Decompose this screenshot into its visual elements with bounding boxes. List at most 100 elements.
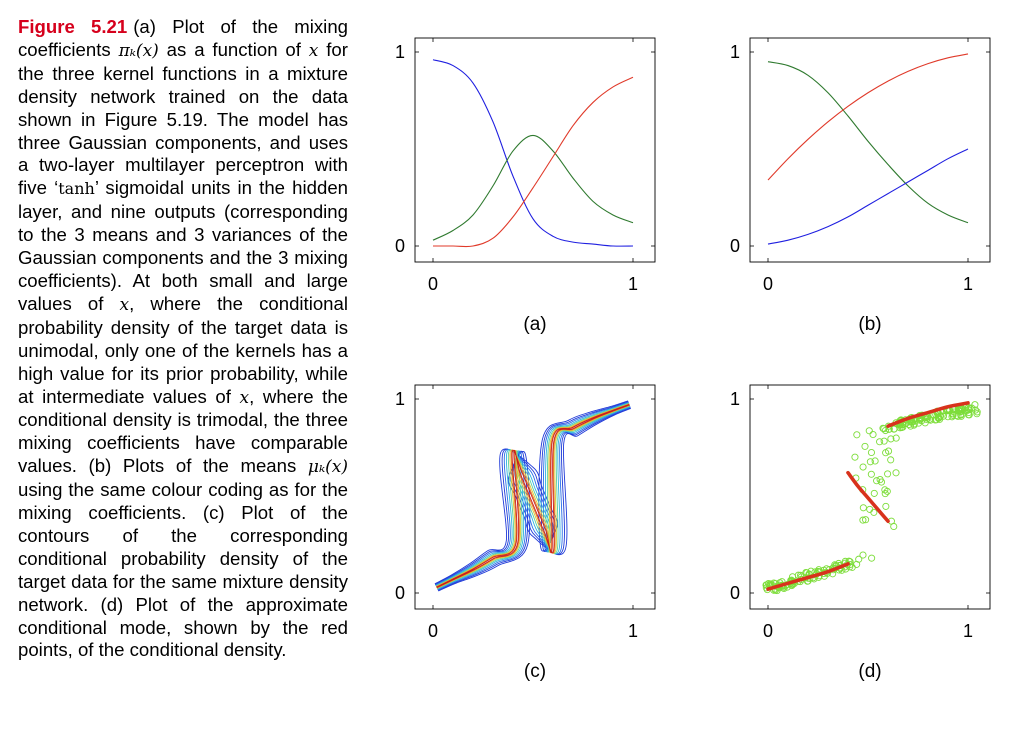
data-point (910, 420, 918, 428)
caption-math: tanh (58, 179, 95, 199)
data-point (885, 447, 893, 455)
contour-level (436, 403, 630, 589)
caption-math: μₖ(x) (307, 457, 348, 478)
panel-label: (a) (523, 314, 546, 335)
data-point (789, 573, 797, 581)
caption-math: x (239, 387, 250, 408)
data-point (882, 502, 890, 510)
data-point (934, 414, 942, 422)
data-point (957, 412, 965, 420)
data-point (870, 489, 878, 497)
x-tick-label: 0 (428, 274, 438, 294)
panel-label: (b) (858, 314, 881, 335)
contour-level (435, 401, 631, 591)
data-point (876, 476, 884, 484)
x-tick-label: 1 (628, 621, 638, 641)
panel-label: (c) (524, 661, 546, 682)
y-tick-label: 1 (395, 389, 405, 409)
contour-level (434, 400, 631, 592)
caption-text: , where the conditional probability dens… (18, 292, 348, 407)
data-point (968, 404, 976, 412)
x-tick-label: 1 (963, 274, 973, 294)
data-point (887, 456, 895, 464)
series-line-blue (432, 59, 634, 247)
data-point (866, 505, 874, 513)
panel-label: (d) (858, 661, 881, 682)
caption-text: (a) Plot of the mixing coefficients (18, 16, 348, 60)
figure-label: Figure 5.21 (18, 16, 128, 37)
series-line-red (432, 76, 634, 248)
data-point (870, 508, 878, 516)
data-point (884, 470, 892, 478)
y-tick-label: 1 (730, 42, 740, 62)
panel-a: 0 1 0 1 (a) (395, 37, 656, 335)
data-point (957, 407, 965, 416)
data-point (851, 453, 859, 461)
data-point (927, 416, 935, 424)
data-point (880, 437, 888, 445)
caption-math: x (119, 294, 130, 315)
data-point (906, 422, 915, 430)
data-point (926, 415, 934, 423)
data-point (873, 477, 881, 485)
contour-level (435, 402, 631, 590)
panel-b: 0 1 0 1 (b) (730, 37, 991, 335)
data-point (869, 430, 877, 439)
data-point (890, 425, 898, 433)
data-point (867, 470, 875, 478)
figure-caption: Figure 5.21 (a) Plot of the mixing coeffi… (18, 16, 348, 662)
x-tick-label: 1 (963, 621, 973, 641)
axes-box (749, 384, 991, 610)
data-point (952, 411, 960, 419)
caption-text: as a function of (158, 38, 309, 60)
data-point (764, 580, 773, 588)
panel-d: 0 1 0 1 (d) (730, 384, 991, 682)
mode-curve (886, 401, 970, 428)
data-point (915, 419, 923, 427)
contour-level (434, 401, 631, 591)
data-point (892, 434, 900, 442)
x-tick-label: 0 (428, 621, 438, 641)
y-tick-label: 0 (730, 583, 740, 603)
axes-box (414, 37, 656, 263)
caption-body: (a) Plot of the mixing coefficients πₖ(x… (18, 16, 348, 660)
x-tick-label: 0 (763, 621, 773, 641)
data-point (859, 551, 867, 559)
y-tick-label: 0 (395, 583, 405, 603)
data-point (883, 487, 891, 495)
contour-level (435, 402, 631, 590)
caption-text: for the three kernel functions in a mixt… (18, 38, 348, 199)
data-point (861, 442, 869, 450)
data-point (887, 435, 895, 443)
mode-curve (846, 470, 890, 524)
data-point (859, 504, 867, 512)
mode-curve (766, 562, 850, 591)
series-line-green (432, 134, 634, 241)
data-point (973, 410, 981, 418)
data-point (871, 457, 879, 465)
data-point (866, 458, 874, 466)
data-point (855, 555, 863, 563)
caption-text: using the same colour coding as for the … (18, 479, 348, 661)
caption-text: ’ sigmoidal units in the hidden layer, a… (18, 177, 349, 314)
x-tick-label: 1 (628, 274, 638, 294)
series-line-green (767, 61, 969, 224)
y-tick-label: 0 (730, 236, 740, 256)
data-point (881, 490, 889, 498)
y-tick-label: 1 (395, 42, 405, 62)
data-point (862, 516, 870, 524)
axes-box (749, 37, 991, 263)
series-line-blue (767, 148, 969, 245)
contour-level (436, 403, 630, 589)
data-point (868, 554, 876, 562)
data-point (865, 427, 873, 435)
caption-text: , where the conditional density is trimo… (18, 385, 348, 477)
data-point (876, 438, 884, 446)
y-tick-label: 0 (395, 236, 405, 256)
x-tick-label: 0 (763, 274, 773, 294)
series-line-red (767, 53, 969, 181)
data-point (853, 431, 861, 439)
data-point (859, 516, 867, 524)
axes-box (414, 384, 656, 610)
